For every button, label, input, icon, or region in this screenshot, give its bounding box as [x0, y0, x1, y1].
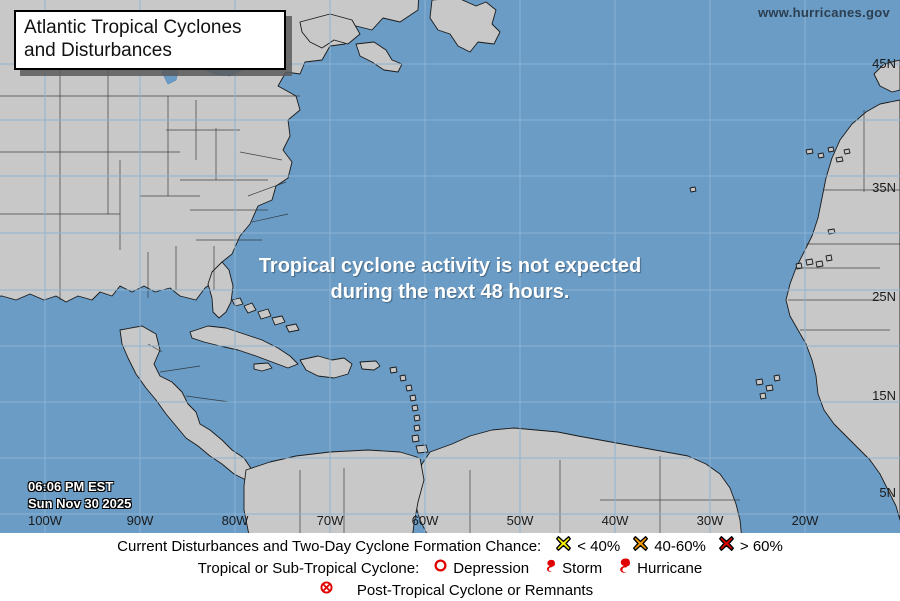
atlantic-basin-map[interactable]: 45N 35N 25N 15N 5N 100W 90W 80W 70W 60W … [0, 0, 900, 533]
legend-depression-label: Depression [453, 559, 530, 577]
legend-post-tropical: Post-Tropical Cyclone or Remnants [307, 580, 593, 600]
depression-circle-icon [433, 558, 448, 578]
outlook-message-line1: Tropical cyclone activity is not expecte… [258, 255, 642, 277]
post-tropical-circle-x-icon [319, 580, 334, 600]
legend-chance-low: < 40% [541, 535, 620, 557]
legend-storm: Storm [529, 558, 602, 579]
x-marker-icon [632, 535, 649, 557]
outlook-message: Tropical cyclone activity is not expecte… [0, 253, 900, 305]
x-marker-icon [555, 535, 572, 557]
lat-label-15n: 15N [872, 388, 896, 403]
lon-label-60w: 60W [411, 513, 439, 528]
issuance-timestamp: 06:06 PM EST Sun Nov 30 2025 [28, 478, 131, 512]
legend-cyclone-caption: Tropical or Sub-Tropical Cyclone: [197, 559, 420, 577]
lon-label-40w: 40W [601, 513, 629, 528]
legend-formation-caption: Current Disturbances and Two-Day Cyclone… [117, 537, 542, 555]
lat-label-35n: 35N [872, 180, 896, 195]
legend-post-tropical-label: Post-Tropical Cyclone or Remnants [356, 581, 594, 599]
graphic-title-line2: and Disturbances [24, 40, 172, 61]
legend-chance-medium: 40-60% [620, 535, 706, 557]
lon-label-90w: 90W [126, 513, 154, 528]
timestamp-time: 06:06 PM EST [28, 479, 114, 494]
legend-row-cyclone-types: Tropical or Sub-Tropical Cyclone: Depres… [0, 557, 900, 579]
lon-label-30w: 30W [696, 513, 724, 528]
legend-chance-high-label: > 60% [739, 537, 783, 555]
map-legend: Current Disturbances and Two-Day Cyclone… [0, 533, 900, 601]
outlook-message-line2: during the next 48 hours. [330, 281, 570, 303]
hurricane-spiral-icon [614, 557, 632, 580]
timestamp-date: Sun Nov 30 2025 [28, 496, 132, 511]
legend-chance-low-label: < 40% [577, 537, 621, 555]
lat-label-25n: 25N [872, 289, 896, 304]
legend-chance-high: > 60% [706, 535, 783, 557]
lon-label-80w: 80W [221, 513, 249, 528]
lon-label-20w: 20W [791, 513, 819, 528]
legend-storm-label: Storm [562, 559, 603, 577]
legend-chance-medium-label: 40-60% [654, 537, 706, 555]
legend-depression: Depression [419, 558, 529, 578]
legend-hurricane-label: Hurricane [637, 559, 703, 577]
graphic-title-box: Atlantic Tropical Cyclones and Disturban… [14, 10, 286, 70]
legend-hurricane: Hurricane [602, 557, 702, 580]
map-graphics [0, 0, 900, 533]
graphic-title-line1: Atlantic Tropical Cyclones [24, 17, 242, 38]
lat-label-5n: 5N [879, 485, 896, 500]
lat-label-45n: 45N [872, 56, 896, 71]
x-marker-icon [718, 535, 735, 557]
lon-label-100w: 100W [28, 513, 62, 528]
legend-row-post-tropical: Post-Tropical Cyclone or Remnants [0, 579, 900, 601]
lon-label-70w: 70W [316, 513, 344, 528]
lon-label-50w: 50W [506, 513, 534, 528]
site-url-label: www.hurricanes.gov [757, 5, 890, 20]
legend-row-formation-chance: Current Disturbances and Two-Day Cyclone… [0, 535, 900, 557]
storm-spiral-icon [541, 558, 557, 579]
